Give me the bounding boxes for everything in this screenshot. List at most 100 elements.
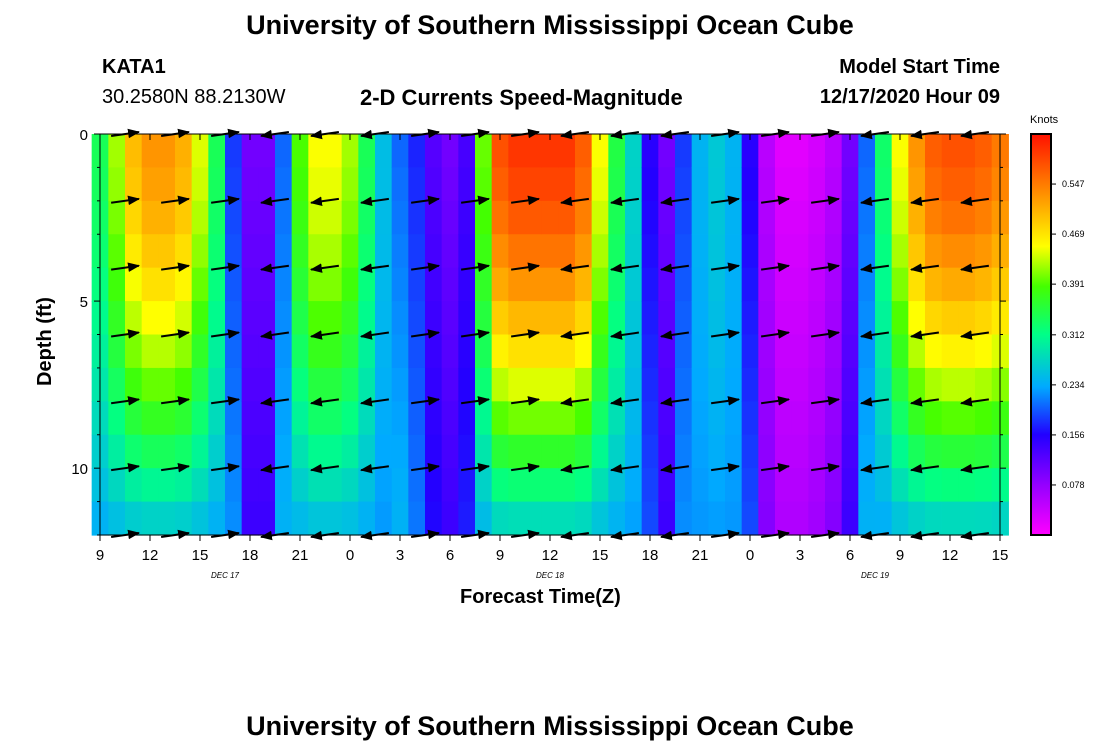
heatmap-cell	[375, 367, 393, 402]
heatmap-cell	[875, 468, 893, 503]
heatmap-cell	[325, 334, 343, 369]
heatmap-cell	[358, 367, 376, 402]
heatmap-cell	[741, 267, 759, 302]
heatmap-cell	[108, 134, 126, 169]
heatmap-cell	[308, 501, 326, 536]
heatmap-cell	[108, 234, 126, 269]
colorbar-tick-label: 0.312	[1062, 330, 1085, 340]
heatmap-cell	[575, 134, 593, 169]
heatmap-cell	[225, 334, 243, 369]
heatmap-cell	[141, 234, 159, 269]
heatmap-cell	[458, 267, 476, 302]
heatmap-cell	[475, 134, 493, 169]
heatmap-cell	[358, 334, 376, 369]
heatmap-cell	[675, 434, 693, 469]
heatmap-cell	[841, 234, 859, 269]
heatmap-cell	[825, 301, 843, 336]
heatmap-cell	[375, 267, 393, 302]
heatmap-cell	[591, 401, 609, 436]
heatmap-cell	[708, 134, 726, 169]
heatmap-cell	[775, 401, 793, 436]
heatmap-cell	[208, 200, 226, 235]
x-tick-label: 3	[796, 547, 804, 564]
heatmap-cell	[825, 234, 843, 269]
heatmap-cell	[325, 234, 343, 269]
heatmap-cell	[825, 367, 843, 402]
heatmap-cell	[408, 267, 426, 302]
current-vector	[859, 263, 890, 273]
heatmap-cell	[175, 401, 193, 436]
current-vector	[909, 196, 940, 207]
heatmap-cell	[158, 167, 176, 202]
heatmap-cell	[891, 367, 909, 402]
heatmap-cell	[641, 401, 659, 436]
heatmap-cell	[758, 167, 776, 202]
current-vector	[659, 263, 690, 273]
heatmap-cell	[875, 367, 893, 402]
heatmap-cell	[458, 468, 476, 503]
heatmap-cell	[908, 200, 926, 235]
heatmap-cell	[741, 200, 759, 235]
heatmap-cell	[958, 501, 976, 536]
heatmap-cell	[841, 434, 859, 469]
heatmap-cell	[608, 134, 626, 169]
heatmap-cell	[441, 200, 459, 235]
heatmap-cell	[141, 267, 159, 302]
heatmap-cell	[408, 301, 426, 336]
heatmap-cell	[975, 334, 993, 369]
page-title: University of Southern Mississippi Ocean…	[246, 10, 854, 40]
current-vector	[710, 329, 741, 339]
x-tick-label: 15	[592, 547, 609, 564]
heatmap-cell	[291, 334, 309, 369]
heatmap-cell	[275, 367, 293, 402]
heatmap-cell	[341, 167, 359, 202]
heatmap-cell	[325, 501, 343, 536]
heatmap-cell	[475, 367, 493, 402]
heatmap-cell	[258, 367, 276, 402]
heatmap-cell	[308, 234, 326, 269]
current-vector	[559, 263, 590, 273]
heatmap-cell	[941, 334, 959, 369]
heatmap-cell	[758, 334, 776, 369]
heatmap-cell	[708, 234, 726, 269]
x-tick-label: 15	[992, 547, 1009, 564]
heatmap-cell	[108, 267, 126, 302]
heatmap-cell	[425, 234, 443, 269]
x-tick-label: 3	[396, 547, 404, 564]
heatmap-cell	[258, 301, 276, 336]
y-tick-label: 5	[80, 294, 88, 311]
current-vector	[460, 329, 491, 339]
heatmap-cell	[925, 267, 943, 302]
heatmap-cell	[825, 401, 843, 436]
current-vector	[609, 330, 640, 340]
heatmap-cell	[241, 301, 259, 336]
current-vector	[309, 196, 340, 207]
heatmap-cell	[891, 501, 909, 536]
heatmap-cell	[108, 301, 126, 336]
heatmap-cell	[658, 267, 676, 302]
heatmap-cell	[575, 501, 593, 536]
heatmap-cell	[891, 200, 909, 235]
heatmap-cell	[175, 200, 193, 235]
heatmap-cell	[291, 401, 309, 436]
heatmap-cell	[441, 434, 459, 469]
heatmap-cell	[925, 367, 943, 402]
heatmap-cell	[808, 301, 826, 336]
heatmap-cell	[241, 434, 259, 469]
heatmap-cell	[875, 434, 893, 469]
heatmap-cell	[158, 301, 176, 336]
heatmap-cell	[675, 234, 693, 269]
heatmap-cell	[891, 334, 909, 369]
heatmap-cell	[325, 301, 343, 336]
current-vector	[309, 330, 340, 340]
heatmap-cell	[558, 468, 576, 503]
heatmap-cell	[958, 468, 976, 503]
heatmap-cell	[158, 200, 176, 235]
heatmap-cell	[775, 134, 793, 169]
heatmap-cell	[858, 468, 876, 503]
heatmap-cell	[708, 367, 726, 402]
heatmap-cell	[158, 501, 176, 536]
heatmap-cell	[841, 501, 859, 536]
heatmap-cell	[858, 234, 876, 269]
